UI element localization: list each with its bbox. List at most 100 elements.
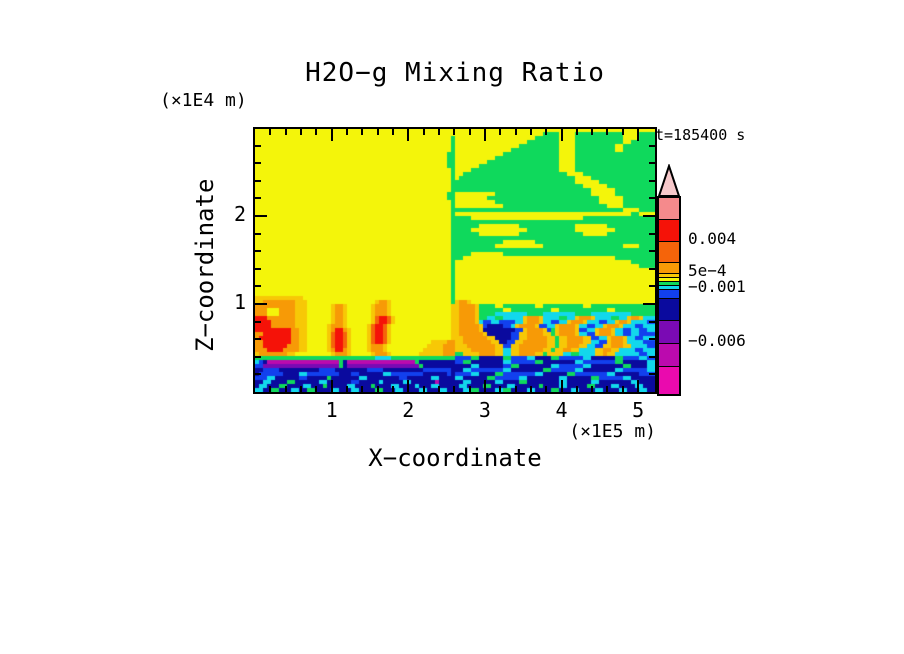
time-label: t=185400 s [655, 126, 746, 144]
x-tick [621, 386, 624, 392]
x-tick [560, 129, 563, 141]
z-tick [649, 373, 655, 376]
x-tick [422, 129, 425, 135]
z-tick [649, 320, 655, 323]
x-tick [575, 129, 578, 135]
z-tick [255, 373, 261, 376]
x-tick [407, 380, 410, 392]
x-tick [545, 129, 548, 135]
x-tick [315, 129, 318, 135]
x-tick [269, 386, 272, 392]
x-tick-label: 4 [555, 398, 568, 422]
colorbar-band [659, 299, 679, 321]
x-tick-label: 2 [402, 398, 415, 422]
colorbar-band [659, 282, 679, 286]
z-tick [255, 267, 261, 270]
colorbar-band [659, 367, 679, 394]
colorbar-band [659, 344, 679, 367]
x-tick [391, 129, 394, 135]
colorbar-label: 0.004 [688, 229, 737, 248]
colorbar-band [659, 263, 679, 274]
x-tick [361, 386, 364, 392]
z-tick-label: 1 [233, 290, 246, 314]
x-tick [330, 129, 333, 141]
x-tick [407, 129, 410, 141]
colorbar-label: −0.006 [688, 331, 746, 350]
z-tick [255, 215, 267, 217]
x-tick [284, 386, 287, 392]
z-tick [649, 267, 655, 270]
z-tick [255, 303, 267, 305]
x-tick [345, 386, 348, 392]
z-tick [643, 303, 655, 305]
x-tick [437, 129, 440, 135]
z-tick [255, 355, 261, 358]
z-tick [649, 285, 655, 288]
x-tick [453, 386, 456, 392]
x-tick [499, 129, 502, 135]
z-tick [649, 338, 655, 341]
z-tick [649, 355, 655, 358]
x-tick [330, 380, 333, 392]
colorbar-band [659, 286, 679, 290]
x-tick [468, 129, 471, 135]
z-tick [649, 250, 655, 253]
z-tick [649, 197, 655, 200]
x-tick [437, 386, 440, 392]
x-tick [483, 129, 486, 141]
x-tick [376, 129, 379, 135]
x-tick [545, 386, 548, 392]
x-tick [391, 386, 394, 392]
colorbar [657, 196, 681, 396]
x-tick [453, 129, 456, 135]
x-tick-label: 5 [632, 398, 645, 422]
colorbar-band [659, 242, 679, 263]
x-tick [284, 129, 287, 135]
x-tick [345, 129, 348, 135]
colorbar-label: 5e−4 [688, 261, 727, 280]
z-tick [649, 162, 655, 165]
x-axis-unit-label: (×1E5 m) [569, 421, 656, 442]
plot-frame [253, 127, 657, 394]
z-tick-label: 2 [233, 202, 246, 226]
x-tick [315, 386, 318, 392]
x-tick [269, 129, 272, 135]
z-tick [649, 179, 655, 182]
x-tick [529, 386, 532, 392]
x-tick [299, 386, 302, 392]
z-tick [255, 320, 261, 323]
x-tick [606, 129, 609, 135]
x-axis-title: X−coordinate [368, 444, 542, 472]
x-tick [299, 129, 302, 135]
x-tick [422, 386, 425, 392]
x-tick [591, 386, 594, 392]
x-tick [468, 386, 471, 392]
z-tick [649, 232, 655, 235]
x-tick [637, 380, 640, 392]
x-tick [514, 386, 517, 392]
x-tick [529, 129, 532, 135]
z-axis-unit-label: (×1E4 m) [160, 90, 247, 111]
colorbar-band [659, 220, 679, 242]
x-tick [361, 129, 364, 135]
colorbar-band [659, 274, 679, 278]
colorbar-band [659, 321, 679, 344]
colorbar-band [659, 278, 679, 282]
x-tick-label: 1 [325, 398, 338, 422]
colorbar-arrow-tip-icon [657, 164, 681, 197]
axis-tick-layer [255, 129, 655, 392]
colorbar-label: −0.001 [688, 277, 746, 296]
z-tick [255, 197, 261, 200]
x-tick [591, 129, 594, 135]
x-tick [514, 129, 517, 135]
colorbar-band [659, 290, 679, 299]
x-tick [637, 129, 640, 141]
z-tick [255, 338, 261, 341]
x-tick [606, 386, 609, 392]
x-tick [376, 386, 379, 392]
z-tick [643, 215, 655, 217]
x-tick-label: 3 [478, 398, 491, 422]
colorbar-band [659, 198, 679, 220]
x-tick [483, 380, 486, 392]
